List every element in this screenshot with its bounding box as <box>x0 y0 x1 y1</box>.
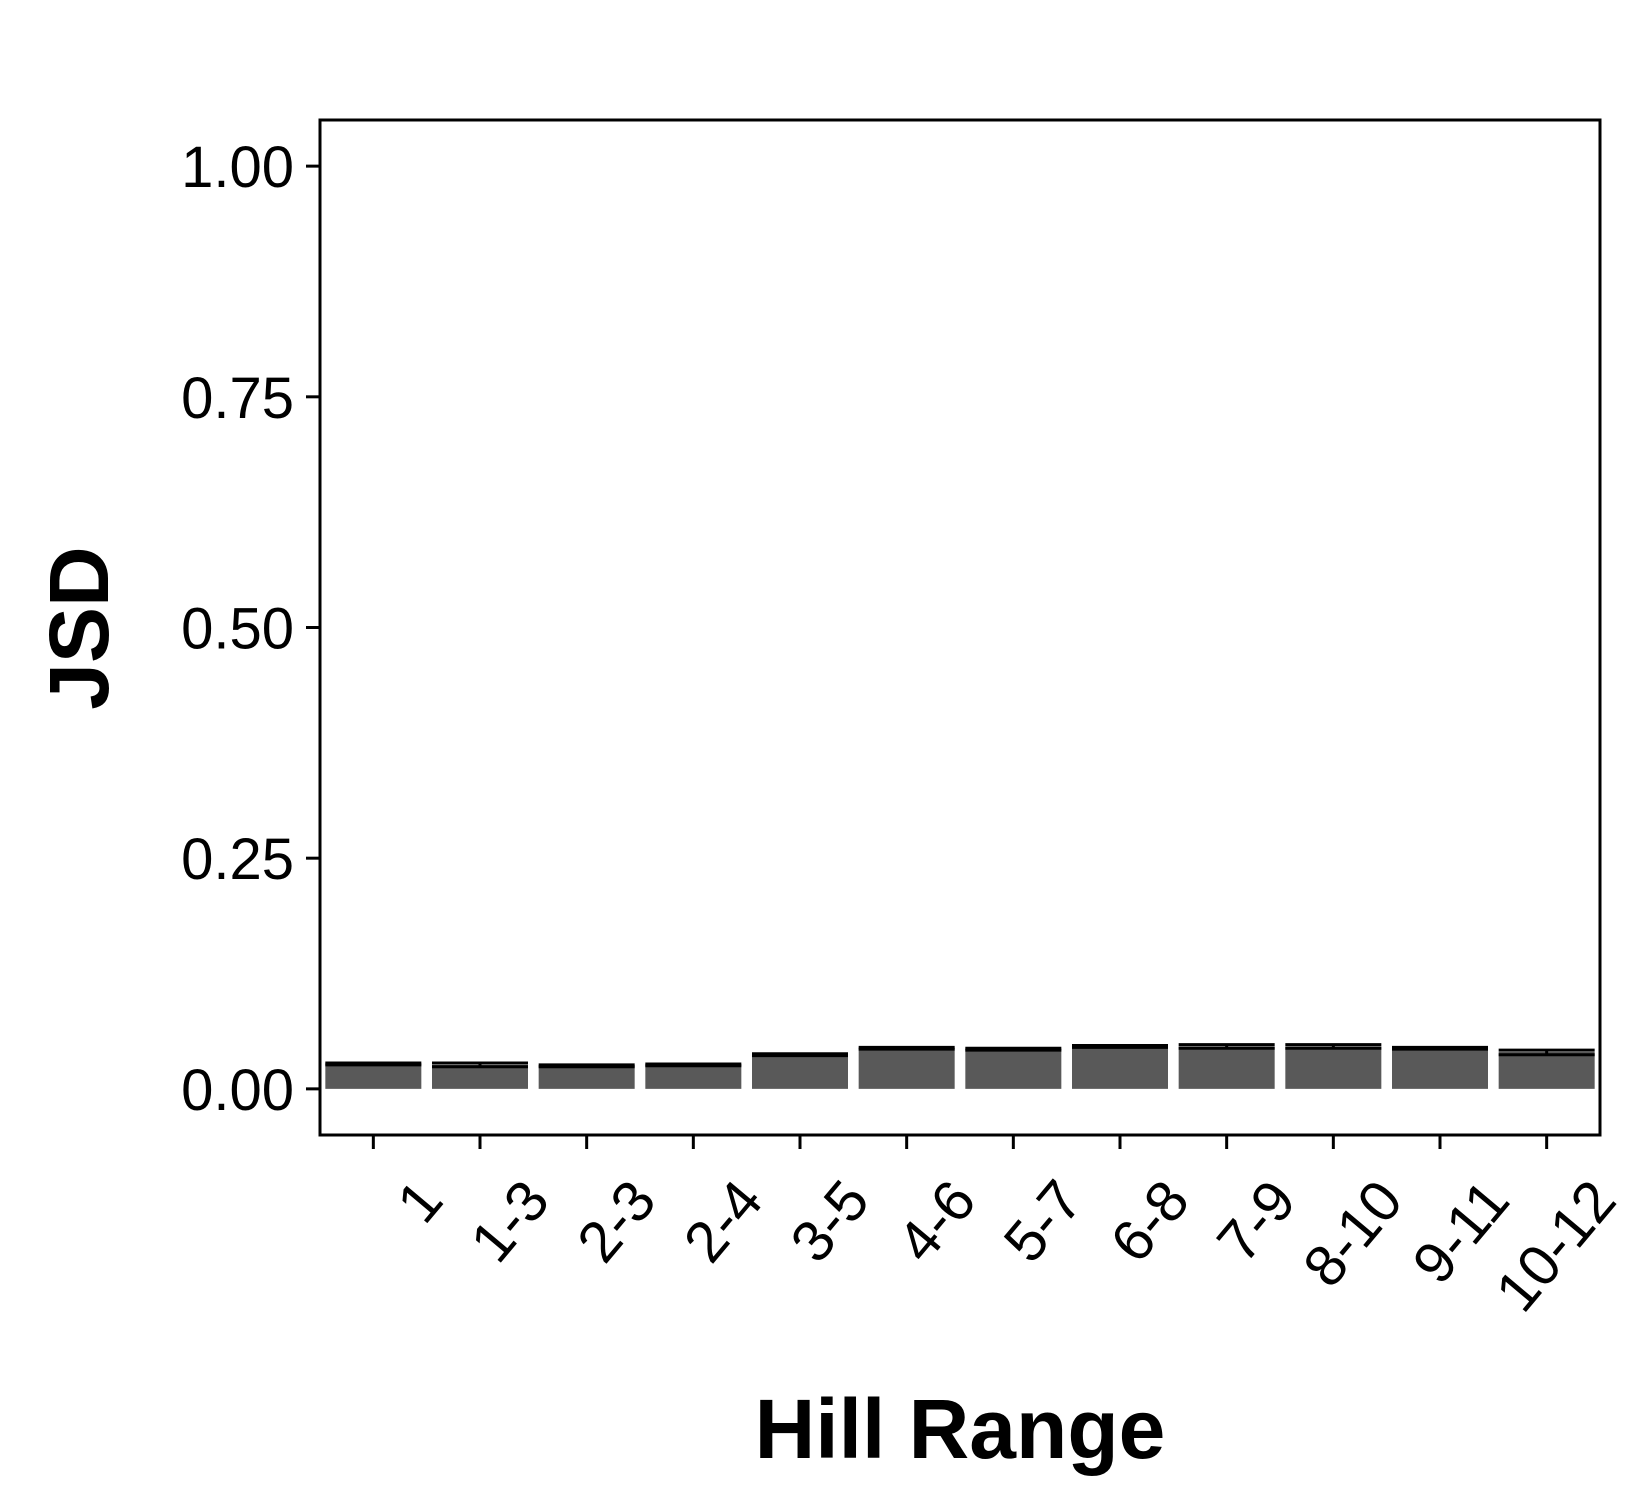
error-bar <box>1178 1043 1275 1050</box>
error-bars-layer <box>325 1043 1595 1069</box>
bar <box>1498 1051 1595 1089</box>
bar <box>645 1064 742 1089</box>
error-bar <box>1072 1043 1168 1049</box>
x-tick-label: 3-5 <box>778 1168 882 1274</box>
y-tick-label: 0.25 <box>181 827 294 892</box>
y-axis-title: JSD <box>32 546 126 709</box>
x-tick-label: 2-3 <box>565 1168 669 1274</box>
error-bar <box>645 1062 742 1068</box>
error-bar <box>1392 1045 1488 1051</box>
bar <box>1285 1046 1382 1089</box>
x-tick-label: 4-6 <box>885 1168 989 1274</box>
bar <box>965 1049 1062 1089</box>
plot-panel-border <box>318 118 1602 1137</box>
bar <box>858 1048 955 1089</box>
error-bar <box>432 1061 528 1069</box>
x-axis-title: Hill Range <box>755 1382 1166 1476</box>
bars-layer <box>325 1046 1595 1089</box>
error-bar <box>1285 1043 1382 1050</box>
y-tick-label: 0.75 <box>181 366 294 431</box>
y-axis: 0.00 0.25 0.50 0.75 1.00 <box>181 135 320 1123</box>
x-tick-label: 1-3 <box>458 1168 562 1274</box>
x-tick-label: 6-8 <box>1098 1168 1202 1274</box>
y-tick-label: 0.00 <box>181 1058 294 1123</box>
error-bar <box>858 1045 955 1051</box>
error-bar <box>538 1063 635 1069</box>
error-bar <box>752 1052 848 1058</box>
bar <box>538 1065 635 1089</box>
x-tick-label: 1 <box>385 1168 456 1234</box>
bar <box>1072 1046 1168 1089</box>
bar <box>432 1064 528 1089</box>
error-bar <box>965 1046 1062 1052</box>
bar <box>752 1054 848 1089</box>
y-tick-label: 1.00 <box>181 135 294 200</box>
error-bar <box>325 1061 422 1067</box>
bar <box>1178 1046 1275 1089</box>
x-tick-label: 8-10 <box>1291 1168 1415 1299</box>
error-bar <box>1498 1048 1595 1057</box>
bar <box>325 1063 422 1089</box>
y-tick-label: 0.50 <box>181 597 294 662</box>
bar <box>1392 1048 1488 1089</box>
x-tick-label: 2-4 <box>671 1168 775 1274</box>
x-tick-label: 5-7 <box>991 1168 1095 1274</box>
x-tick-label: 10-12 <box>1483 1168 1628 1323</box>
